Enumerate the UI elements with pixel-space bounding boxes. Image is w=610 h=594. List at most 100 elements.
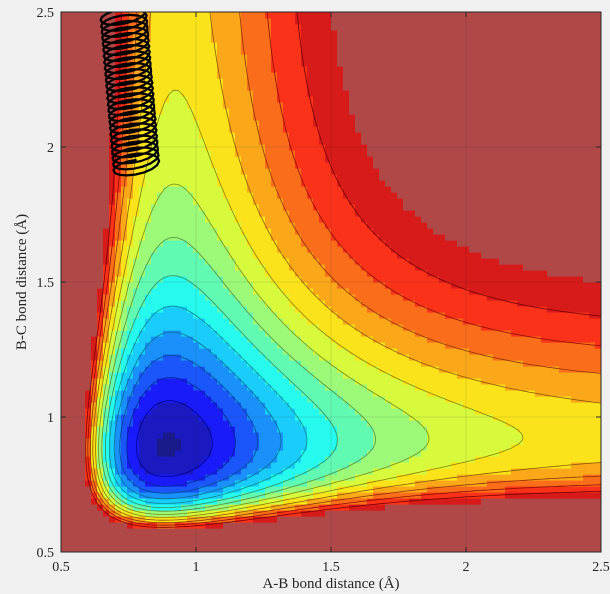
heatmap-cell (241, 456, 248, 463)
heatmap-cell (325, 72, 332, 79)
heatmap-cell (331, 462, 338, 469)
heatmap-cell (337, 72, 344, 79)
heatmap-cell (319, 330, 326, 337)
heatmap-cell (259, 372, 266, 379)
heatmap-cell (391, 366, 398, 373)
heatmap-cell (325, 138, 332, 145)
heatmap-cell (283, 24, 290, 31)
heatmap-cell (247, 348, 254, 355)
heatmap-cell (325, 402, 332, 409)
heatmap-cell (235, 102, 242, 109)
heatmap-cell (361, 360, 368, 367)
heatmap-cell (163, 144, 170, 151)
heatmap-cell (331, 42, 338, 49)
heatmap-cell (169, 474, 176, 481)
heatmap-cell (169, 198, 176, 205)
heatmap-cell (361, 126, 368, 133)
heatmap-cell (379, 498, 386, 505)
heatmap-cell (73, 60, 80, 67)
heatmap-cell (103, 480, 110, 487)
heatmap-cell (217, 354, 224, 361)
heatmap-cell (211, 414, 218, 421)
heatmap-cell (115, 522, 122, 529)
heatmap-cell (319, 402, 326, 409)
heatmap-cell (205, 420, 212, 427)
heatmap-cell (253, 300, 260, 307)
heatmap-cell (73, 72, 80, 79)
heatmap-cell (151, 246, 158, 253)
heatmap-cell (247, 168, 254, 175)
heatmap-cell (343, 366, 350, 373)
heatmap-cell (301, 96, 308, 103)
heatmap-cell (85, 390, 92, 397)
heatmap-cell (97, 102, 104, 109)
heatmap-cell (271, 342, 278, 349)
heatmap-cell (181, 36, 188, 43)
heatmap-cell (361, 168, 368, 175)
heatmap-cell (211, 186, 218, 193)
heatmap-cell (313, 222, 320, 229)
heatmap-cell (307, 36, 314, 43)
heatmap-cell (343, 192, 350, 199)
heatmap-cell (115, 252, 122, 259)
heatmap-cell (103, 294, 110, 301)
heatmap-cell (169, 228, 176, 235)
heatmap-cell (259, 234, 266, 241)
heatmap-cell (331, 132, 338, 139)
heatmap-cell (331, 330, 338, 337)
heatmap-cell (223, 426, 230, 433)
heatmap-cell (265, 528, 272, 535)
heatmap-cell (229, 546, 236, 552)
heatmap-cell (217, 336, 224, 343)
heatmap-cell (331, 258, 338, 265)
heatmap-cell (265, 402, 272, 409)
heatmap-cell (295, 66, 302, 73)
heatmap-cell (295, 372, 302, 379)
heatmap-cell (379, 186, 386, 193)
heatmap-cell (217, 66, 224, 73)
heatmap-cell (319, 150, 326, 157)
heatmap-cell (289, 84, 296, 91)
heatmap-cell (277, 138, 284, 145)
heatmap-cell (361, 504, 368, 511)
heatmap-cell (199, 366, 206, 373)
heatmap-cell (217, 510, 224, 517)
heatmap-cell (295, 318, 302, 325)
heatmap-cell (307, 360, 314, 367)
heatmap-cell (61, 66, 68, 73)
heatmap-cell (139, 474, 146, 481)
heatmap-cell (265, 366, 272, 373)
heatmap-cell (379, 324, 386, 331)
heatmap-cell (373, 264, 380, 271)
heatmap-cell (307, 300, 314, 307)
heatmap-cell (67, 408, 74, 415)
heatmap-cell (109, 498, 116, 505)
heatmap-cell (175, 66, 182, 73)
heatmap-cell (133, 420, 140, 427)
heatmap-cell (217, 330, 224, 337)
heatmap-cell (331, 420, 338, 427)
heatmap-cell (259, 420, 266, 427)
heatmap-cell (211, 492, 218, 499)
heatmap-cell (223, 396, 230, 403)
heatmap-cell (313, 228, 320, 235)
heatmap-cell (181, 246, 188, 253)
heatmap-cell (301, 474, 308, 481)
heatmap-cell (373, 402, 380, 409)
heatmap-cell (355, 426, 362, 433)
heatmap-cell (385, 324, 392, 331)
heatmap-cell (379, 360, 386, 367)
heatmap-cell (91, 228, 98, 235)
heatmap-cell (151, 528, 158, 535)
heatmap-cell (181, 522, 188, 529)
heatmap-cell (187, 234, 194, 241)
heatmap-cell (355, 264, 362, 271)
heatmap-cell (139, 534, 146, 541)
heatmap-cell (277, 504, 284, 511)
heatmap-cell (61, 276, 68, 283)
heatmap-cell (163, 150, 170, 157)
heatmap-cell (229, 432, 236, 439)
heatmap-cell (265, 546, 272, 552)
heatmap-cell (211, 420, 218, 427)
heatmap-cell (223, 126, 230, 133)
